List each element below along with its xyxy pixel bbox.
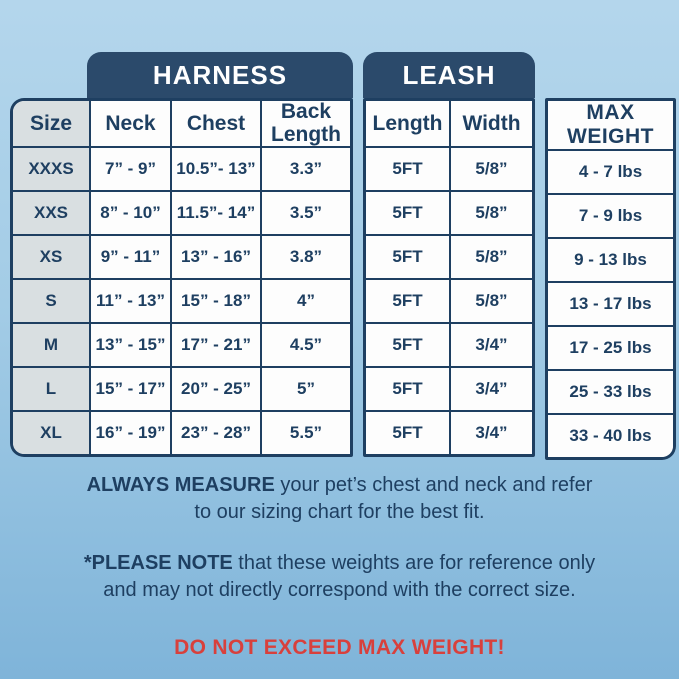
- back-length-header: Back Length: [260, 101, 350, 149]
- leash-width-cell: 5/8”: [449, 234, 532, 280]
- leash-length-cell: 5FT: [366, 410, 451, 454]
- neck-cell: 9” - 11”: [89, 234, 172, 281]
- size-header: Size: [13, 101, 91, 149]
- leash-length-cell: 5FT: [366, 322, 451, 368]
- table-row: 5FT 3/4”: [366, 322, 532, 368]
- table-row: 9 - 13 lbs: [548, 237, 673, 284]
- max-weight-cell: 25 - 33 lbs: [548, 369, 673, 416]
- size-cell: M: [13, 322, 91, 369]
- back-length-cell: 3.8”: [260, 234, 350, 281]
- table-row: 4 - 7 lbs: [548, 149, 673, 196]
- table-row: 7 - 9 lbs: [548, 193, 673, 240]
- table-row: 13 - 17 lbs: [548, 281, 673, 328]
- table-row: S 11” - 13” 15” - 18” 4”: [13, 278, 350, 325]
- please-note-bold: *PLEASE NOTE: [83, 552, 233, 574]
- table-row: 25 - 33 lbs: [548, 369, 673, 416]
- neck-header: Neck: [89, 101, 172, 149]
- back-length-cell: 5.5”: [260, 410, 350, 455]
- chest-cell: 15” - 18”: [170, 278, 262, 325]
- size-cell: XS: [13, 234, 91, 281]
- max-weight-cell: 7 - 9 lbs: [548, 193, 673, 240]
- size-cell: XXS: [13, 190, 91, 237]
- leash-table: Length Width 5FT 5/8” 5FT 5/8” 5FT 5/8”: [363, 98, 535, 457]
- please-note-text: that these weights are for reference onl…: [103, 552, 596, 601]
- measure-note: ALWAYS MEASURE your pet’s chest and neck…: [0, 472, 679, 526]
- size-cell: L: [13, 366, 91, 413]
- max-weight-cell: 4 - 7 lbs: [548, 149, 673, 196]
- length-header: Length: [366, 101, 451, 148]
- harness-header-row: Size Neck Chest Back Length: [13, 101, 350, 149]
- size-cell: XXXS: [13, 146, 91, 193]
- table-row: XS 9” - 11” 13” - 16” 3.8”: [13, 234, 350, 281]
- max-weight-cell: 33 - 40 lbs: [548, 413, 673, 458]
- leash-width-cell: 3/4”: [449, 410, 532, 454]
- neck-cell: 15” - 17”: [89, 366, 172, 413]
- leash-width-cell: 3/4”: [449, 366, 532, 412]
- max-weight-header: MAX WEIGHT: [548, 101, 673, 152]
- back-length-cell: 5”: [260, 366, 350, 413]
- leash-length-cell: 5FT: [366, 366, 451, 412]
- leash-width-cell: 3/4”: [449, 322, 532, 368]
- table-row: XXXS 7” - 9” 10.5”- 13” 3.3”: [13, 146, 350, 193]
- notes-section: ALWAYS MEASURE your pet’s chest and neck…: [0, 472, 679, 679]
- max-weight-warning: DO NOT EXCEED MAX WEIGHT!: [174, 636, 505, 659]
- tables-area: HARNESS Size Neck Chest Back Length XX: [10, 52, 676, 461]
- table-row: 5FT 5/8”: [366, 146, 532, 192]
- table-row: 5FT 3/4”: [366, 410, 532, 454]
- max-weight-table-group: MAX WEIGHT 4 - 7 lbs 7 - 9 lbs 9 - 13 lb…: [545, 98, 676, 461]
- leash-header-row: Length Width: [366, 101, 532, 148]
- table-row: XXS 8” - 10” 11.5”- 14” 3.5”: [13, 190, 350, 237]
- table-row: XL 16” - 19” 23” - 28” 5.5”: [13, 410, 350, 455]
- table-row: 5FT 3/4”: [366, 366, 532, 412]
- table-row: 17 - 25 lbs: [548, 325, 673, 372]
- back-length-cell: 3.5”: [260, 190, 350, 237]
- table-row: 5FT 5/8”: [366, 278, 532, 324]
- back-length-cell: 3.3”: [260, 146, 350, 193]
- table-row: M 13” - 15” 17” - 21” 4.5”: [13, 322, 350, 369]
- max-weight-cell: 13 - 17 lbs: [548, 281, 673, 328]
- neck-cell: 16” - 19”: [89, 410, 172, 455]
- chest-cell: 11.5”- 14”: [170, 190, 262, 237]
- chest-cell: 17” - 21”: [170, 322, 262, 369]
- neck-cell: 7” - 9”: [89, 146, 172, 193]
- leash-length-cell: 5FT: [366, 234, 451, 280]
- back-length-cell: 4”: [260, 278, 350, 325]
- max-weight-header-row: MAX WEIGHT: [548, 101, 673, 152]
- please-note: *PLEASE NOTE that these weights are for …: [0, 550, 679, 604]
- harness-table-group: HARNESS Size Neck Chest Back Length XX: [10, 52, 353, 458]
- chest-cell: 23” - 28”: [170, 410, 262, 455]
- max-weight-cell: 17 - 25 lbs: [548, 325, 673, 372]
- harness-tab: HARNESS: [87, 52, 353, 98]
- chest-header: Chest: [170, 101, 262, 149]
- measure-note-bold: ALWAYS MEASURE: [86, 474, 275, 496]
- table-row: 33 - 40 lbs: [548, 413, 673, 458]
- max-weight-table: MAX WEIGHT 4 - 7 lbs 7 - 9 lbs 9 - 13 lb…: [545, 98, 676, 461]
- leash-tab: LEASH: [363, 52, 535, 98]
- leash-length-cell: 5FT: [366, 146, 451, 192]
- back-length-cell: 4.5”: [260, 322, 350, 369]
- chest-cell: 13” - 16”: [170, 234, 262, 281]
- leash-width-cell: 5/8”: [449, 278, 532, 324]
- neck-cell: 13” - 15”: [89, 322, 172, 369]
- measure-note-text: your pet’s chest and neck and refer to o…: [194, 474, 593, 523]
- chest-cell: 20” - 25”: [170, 366, 262, 413]
- leash-table-group: LEASH Length Width 5FT 5/8” 5FT 5/8”: [363, 52, 535, 457]
- size-cell: S: [13, 278, 91, 325]
- harness-table: Size Neck Chest Back Length XXXS 7” - 9”…: [10, 98, 353, 458]
- leash-width-cell: 5/8”: [449, 146, 532, 192]
- chest-cell: 10.5”- 13”: [170, 146, 262, 193]
- size-cell: XL: [13, 410, 91, 455]
- neck-cell: 11” - 13”: [89, 278, 172, 325]
- leash-width-cell: 5/8”: [449, 190, 532, 236]
- leash-length-cell: 5FT: [366, 190, 451, 236]
- leash-length-cell: 5FT: [366, 278, 451, 324]
- table-row: 5FT 5/8”: [366, 234, 532, 280]
- neck-cell: 8” - 10”: [89, 190, 172, 237]
- max-weight-cell: 9 - 13 lbs: [548, 237, 673, 284]
- table-row: 5FT 5/8”: [366, 190, 532, 236]
- width-header: Width: [449, 101, 532, 148]
- table-row: L 15” - 17” 20” - 25” 5”: [13, 366, 350, 413]
